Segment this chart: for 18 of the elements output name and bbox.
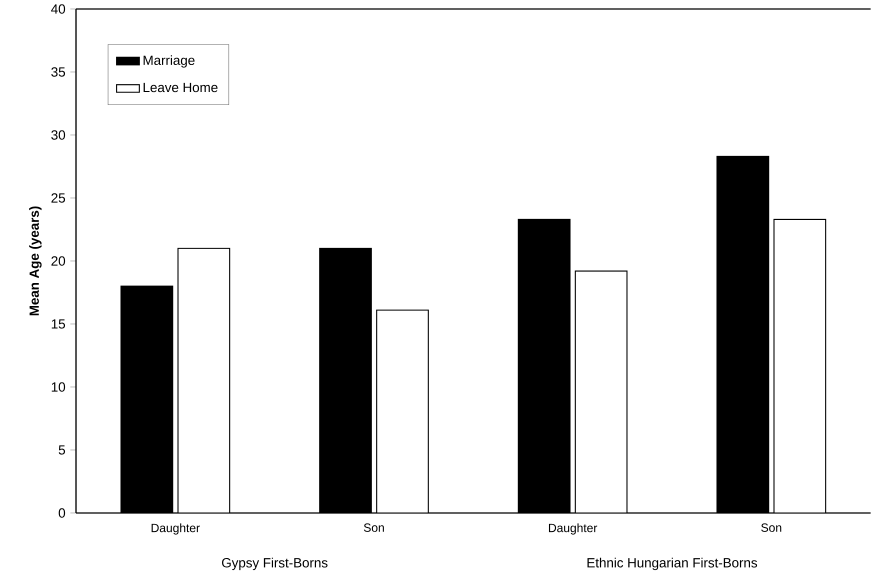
y-tick-label: 20 <box>51 256 66 266</box>
y-tick-label: 0 <box>58 508 66 518</box>
y-tick-label: 5 <box>58 445 66 455</box>
y-tick-label: 30 <box>51 130 66 140</box>
x-tick-label: Daughter <box>548 523 598 535</box>
y-tick-label: 15 <box>52 319 66 329</box>
x-tick-label: Daughter <box>152 523 200 535</box>
y-tick-label: 35 <box>51 67 66 77</box>
y-tick-label: 25 <box>51 193 66 203</box>
legend-label: Leave Home <box>144 82 218 92</box>
x-tick-label: Son <box>364 523 384 532</box>
text: Ethnic Hungarian First-Borns <box>587 558 758 570</box>
y-tick-label: 10 <box>52 382 66 392</box>
text: Gypsy First-Borns <box>222 558 328 570</box>
x-tick-label: Son <box>761 523 782 532</box>
y-axis-title: Mean Age (years) <box>29 206 42 316</box>
legend-label: Marriage <box>144 55 195 68</box>
y-tick-label: 40 <box>51 4 66 14</box>
